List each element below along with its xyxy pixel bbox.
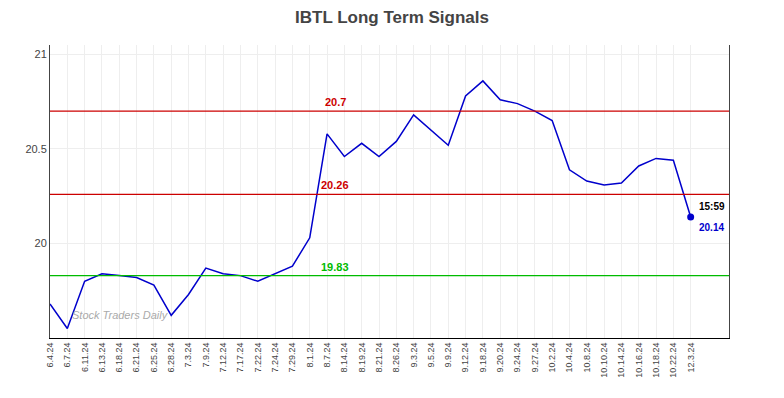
svg-text:10.4.24: 10.4.24: [564, 343, 574, 373]
svg-text:9.5.24: 9.5.24: [426, 343, 436, 368]
svg-text:20.14: 20.14: [699, 222, 724, 233]
svg-text:7.3.24: 7.3.24: [183, 343, 193, 368]
svg-text:7.24.24: 7.24.24: [270, 343, 280, 373]
svg-text:9.3.24: 9.3.24: [409, 343, 419, 368]
svg-text:10.22.24: 10.22.24: [668, 343, 678, 378]
svg-text:9.12.24: 9.12.24: [460, 343, 470, 373]
svg-text:8.14.24: 8.14.24: [339, 343, 349, 373]
svg-text:20.26: 20.26: [321, 179, 349, 191]
svg-text:8.19.24: 8.19.24: [357, 343, 367, 373]
svg-text:6.13.24: 6.13.24: [97, 343, 107, 373]
svg-text:10.10.24: 10.10.24: [599, 343, 609, 378]
svg-text:9.18.24: 9.18.24: [478, 343, 488, 373]
svg-text:10.2.24: 10.2.24: [547, 343, 557, 373]
svg-text:7.22.24: 7.22.24: [253, 343, 263, 373]
svg-text:6.18.24: 6.18.24: [114, 343, 124, 373]
svg-text:12.3.24: 12.3.24: [686, 343, 696, 373]
svg-text:8.26.24: 8.26.24: [391, 343, 401, 373]
svg-text:9.20.24: 9.20.24: [495, 343, 505, 373]
svg-text:20.7: 20.7: [325, 96, 346, 108]
svg-text:7.17.24: 7.17.24: [235, 343, 245, 373]
svg-text:9.9.24: 9.9.24: [443, 343, 453, 368]
svg-text:6.25.24: 6.25.24: [149, 343, 159, 373]
svg-text:15:59: 15:59: [699, 201, 725, 212]
svg-text:9.27.24: 9.27.24: [530, 343, 540, 373]
svg-text:10.16.24: 10.16.24: [634, 343, 644, 378]
svg-text:7.9.24: 7.9.24: [201, 343, 211, 368]
svg-text:7.29.24: 7.29.24: [287, 343, 297, 373]
svg-text:8.7.24: 8.7.24: [322, 343, 332, 368]
svg-text:10.14.24: 10.14.24: [616, 343, 626, 378]
svg-text:9.24.24: 9.24.24: [512, 343, 522, 373]
svg-text:6.4.24: 6.4.24: [45, 343, 55, 368]
svg-text:21: 21: [35, 48, 47, 60]
svg-text:6.7.24: 6.7.24: [62, 343, 72, 368]
svg-text:8.21.24: 8.21.24: [374, 343, 384, 373]
svg-text:20.5: 20.5: [25, 143, 46, 155]
svg-text:6.11.24: 6.11.24: [80, 343, 90, 372]
svg-text:Stock Traders Daily: Stock Traders Daily: [72, 309, 169, 321]
svg-text:8.1.24: 8.1.24: [305, 343, 315, 368]
svg-text:6.21.24: 6.21.24: [132, 343, 142, 373]
svg-text:10.18.24: 10.18.24: [651, 343, 661, 378]
svg-text:IBTL Long Term Signals: IBTL Long Term Signals: [295, 8, 489, 27]
svg-text:6.28.24: 6.28.24: [166, 343, 176, 373]
svg-text:19.83: 19.83: [321, 261, 349, 273]
svg-text:20: 20: [35, 237, 47, 249]
svg-text:10.8.24: 10.8.24: [582, 343, 592, 373]
svg-text:7.12.24: 7.12.24: [218, 343, 228, 373]
